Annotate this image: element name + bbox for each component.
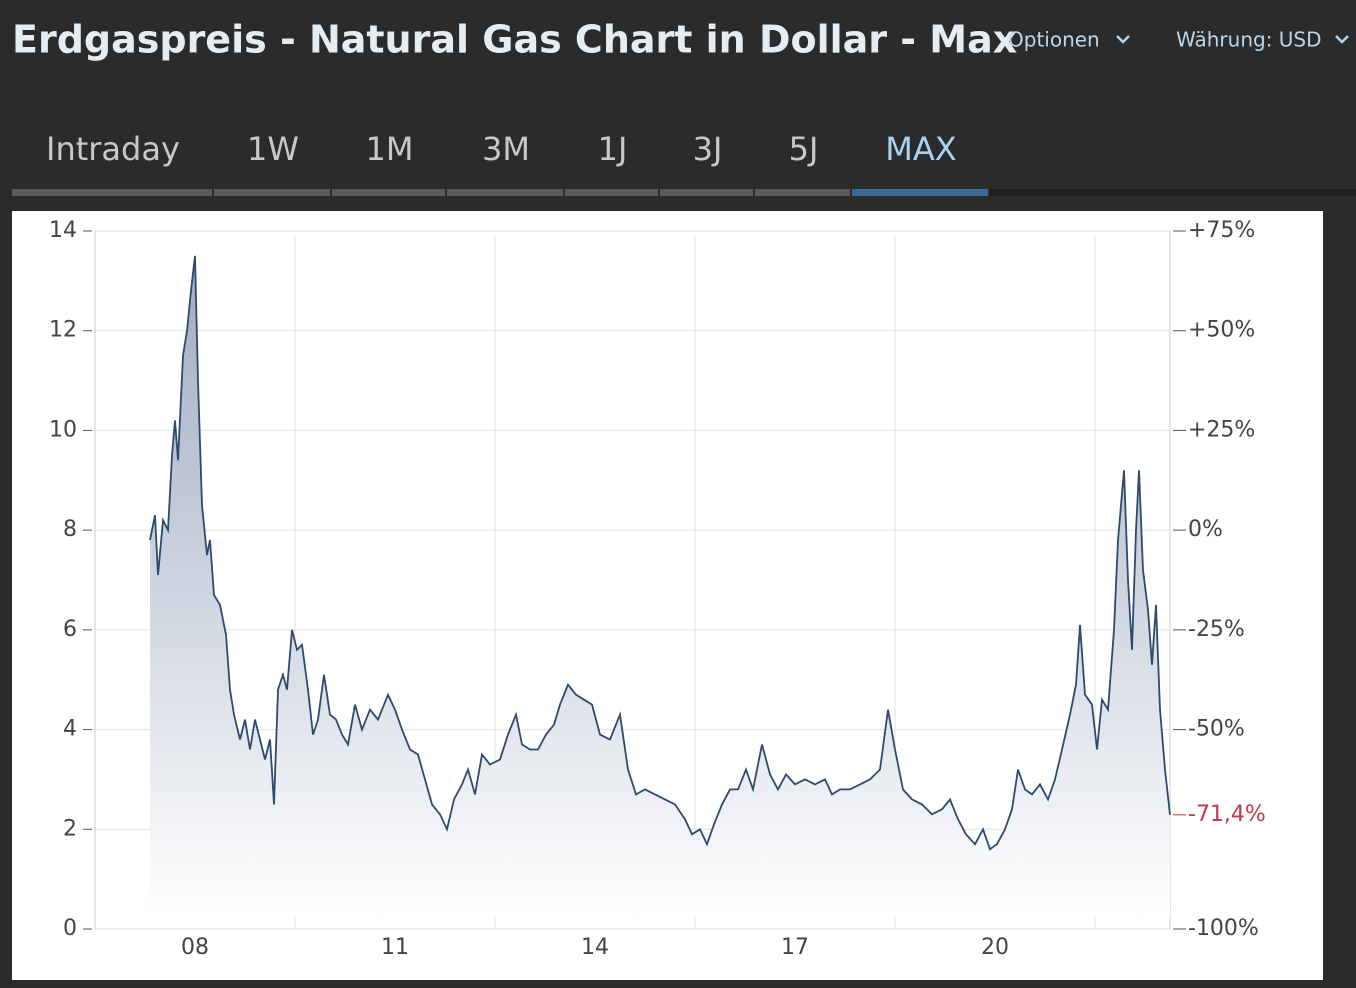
y-tick-label: 10 xyxy=(49,417,77,442)
tab-bar xyxy=(660,189,753,196)
last-value-label: -71,4% xyxy=(1188,802,1266,827)
tab-bar xyxy=(852,189,988,196)
tab[interactable]: 1J xyxy=(598,130,628,168)
tab-bar xyxy=(12,189,212,196)
y-tick-label: 2 xyxy=(63,816,77,841)
tab[interactable]: 5J xyxy=(789,130,819,168)
currency-menu[interactable]: Währung: USD xyxy=(1176,28,1322,52)
y2-tick-label: +50% xyxy=(1188,318,1255,343)
tab[interactable]: 1M xyxy=(366,130,414,168)
x-tick-label: 17 xyxy=(781,935,809,960)
y-tick-label: 6 xyxy=(63,617,77,642)
y2-tick-label: 0% xyxy=(1188,517,1223,542)
tab[interactable]: 3M xyxy=(482,130,530,168)
tab-bar xyxy=(332,189,445,196)
area xyxy=(150,255,1170,917)
y2-tick-label: -50% xyxy=(1188,717,1245,742)
y2-tick-label: +75% xyxy=(1188,218,1255,243)
x-tick-label: 20 xyxy=(981,935,1009,960)
y-tick-label: 4 xyxy=(63,717,77,742)
tab[interactable]: 3J xyxy=(693,130,723,168)
tab[interactable]: 1W xyxy=(247,130,299,168)
y-tick-label: 14 xyxy=(49,218,77,243)
chevron xyxy=(1335,35,1349,44)
price-line xyxy=(149,255,1171,851)
chevron xyxy=(1116,35,1130,44)
tab-bar xyxy=(447,189,563,196)
x-tick-label: 11 xyxy=(381,935,409,960)
x-tick-label: 08 xyxy=(181,935,209,960)
tab-bar xyxy=(565,189,658,196)
tab[interactable]: MAX xyxy=(885,130,956,168)
tab-bar xyxy=(755,189,850,196)
x-tick-label: 14 xyxy=(581,935,609,960)
tab[interactable]: Intraday xyxy=(46,130,180,168)
y2-tick-label: +25% xyxy=(1188,417,1255,442)
y2-tick-label: -100% xyxy=(1188,916,1259,941)
y2-tick-label: -25% xyxy=(1188,617,1245,642)
tab-bar xyxy=(214,189,330,196)
page-title: Erdgaspreis - Natural Gas Chart in Dolla… xyxy=(12,18,1017,62)
tab-track xyxy=(990,189,1356,196)
y-tick-label: 12 xyxy=(49,318,77,343)
y-tick-label: 8 xyxy=(63,517,77,542)
options-menu[interactable]: Optionen xyxy=(1008,28,1100,52)
y-tick-label: 0 xyxy=(63,916,77,941)
